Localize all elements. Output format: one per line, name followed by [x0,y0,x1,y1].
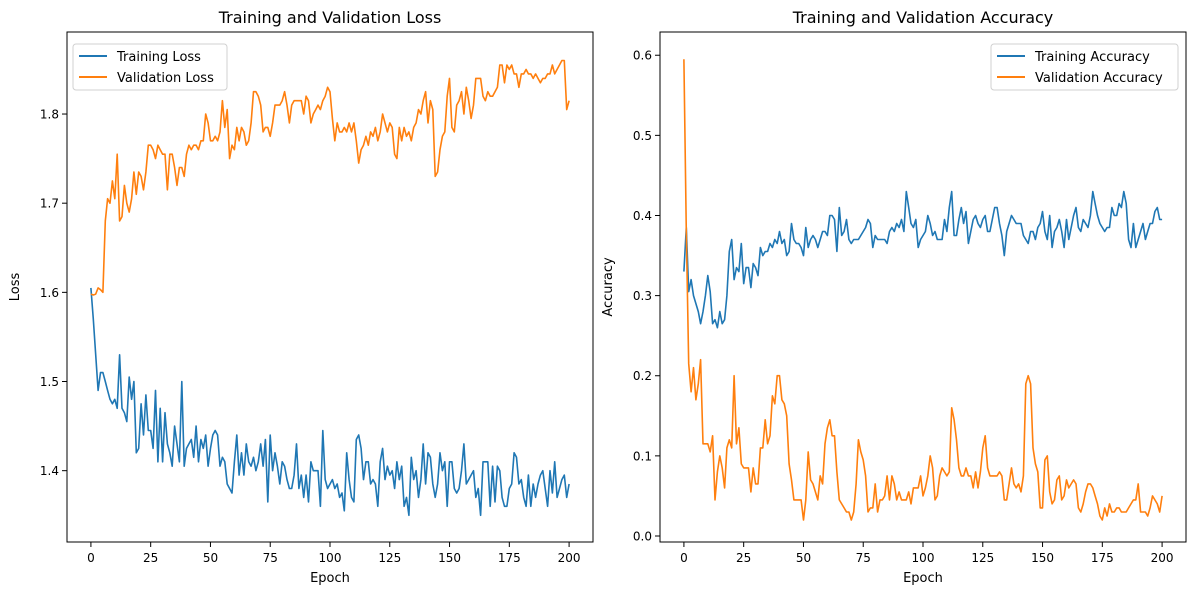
y-tick-label: 1.8 [40,108,59,122]
x-tick-label: 75 [856,551,871,565]
legend: Training Loss Validation Loss [72,43,228,91]
legend-entry: Training Accuracy [1034,50,1150,65]
x-tick-label: 25 [143,551,158,565]
y-axis-label: Loss [8,273,23,302]
x-tick-label: 175 [1091,551,1114,565]
x-tick-label: 175 [498,551,521,565]
y-tick-label: 1.6 [40,286,59,300]
y-tick-label: 0.0 [633,529,652,543]
x-tick-label: 100 [319,551,342,565]
legend-entry: Validation Loss [117,71,214,86]
legend-box [72,43,228,91]
y-tick-label: 1.7 [40,197,59,211]
legend: Training Accuracy Validation Accuracy [990,43,1179,91]
x-axis-label: Epoch [310,571,350,586]
legend-entry: Training Loss [116,50,201,65]
y-tick-label: 1.5 [40,375,59,389]
y-tick-label: 0.2 [633,369,652,383]
y-tick-label: 1.4 [40,464,59,478]
x-tick-label: 125 [378,551,401,565]
x-tick-label: 50 [203,551,218,565]
x-tick-label: 200 [558,551,581,565]
y-tick-label: 0.6 [633,49,652,63]
x-tick-label: 150 [1031,551,1054,565]
series-line-validation-accuracy [683,59,1163,521]
x-tick-label: 0 [680,551,688,565]
plot-frame [66,31,594,543]
plot-frame [659,31,1187,543]
series-line-validation-loss [90,59,570,296]
x-tick-label: 100 [912,551,935,565]
y-tick-label: 0.5 [633,129,652,143]
x-tick-label: 25 [736,551,751,565]
x-tick-label: 200 [1151,551,1174,565]
x-tick-label: 150 [438,551,461,565]
series-line-training-accuracy [683,190,1163,329]
legend-box [990,43,1179,91]
x-tick-label: 75 [263,551,278,565]
chart-2: Training and Validation Accuracy Epoch Acc… [601,8,1187,586]
y-tick-label: 0.4 [633,209,652,223]
series-line-training-loss [90,287,570,517]
chart-1: Training and Validation Loss Epoch Loss 0 25… [8,8,594,586]
chart-title: Training and Validation Loss [218,8,442,27]
y-tick-label: 0.1 [633,449,652,463]
x-tick-label: 125 [971,551,994,565]
x-tick-label: 0 [87,551,95,565]
legend-entry: Validation Accuracy [1035,71,1163,86]
x-tick-label: 50 [796,551,811,565]
chart-title: Training and Validation Accuracy [792,8,1054,27]
y-tick-label: 0.3 [633,289,652,303]
x-axis-label: Epoch [903,571,943,586]
y-axis-label: Accuracy [601,257,616,317]
